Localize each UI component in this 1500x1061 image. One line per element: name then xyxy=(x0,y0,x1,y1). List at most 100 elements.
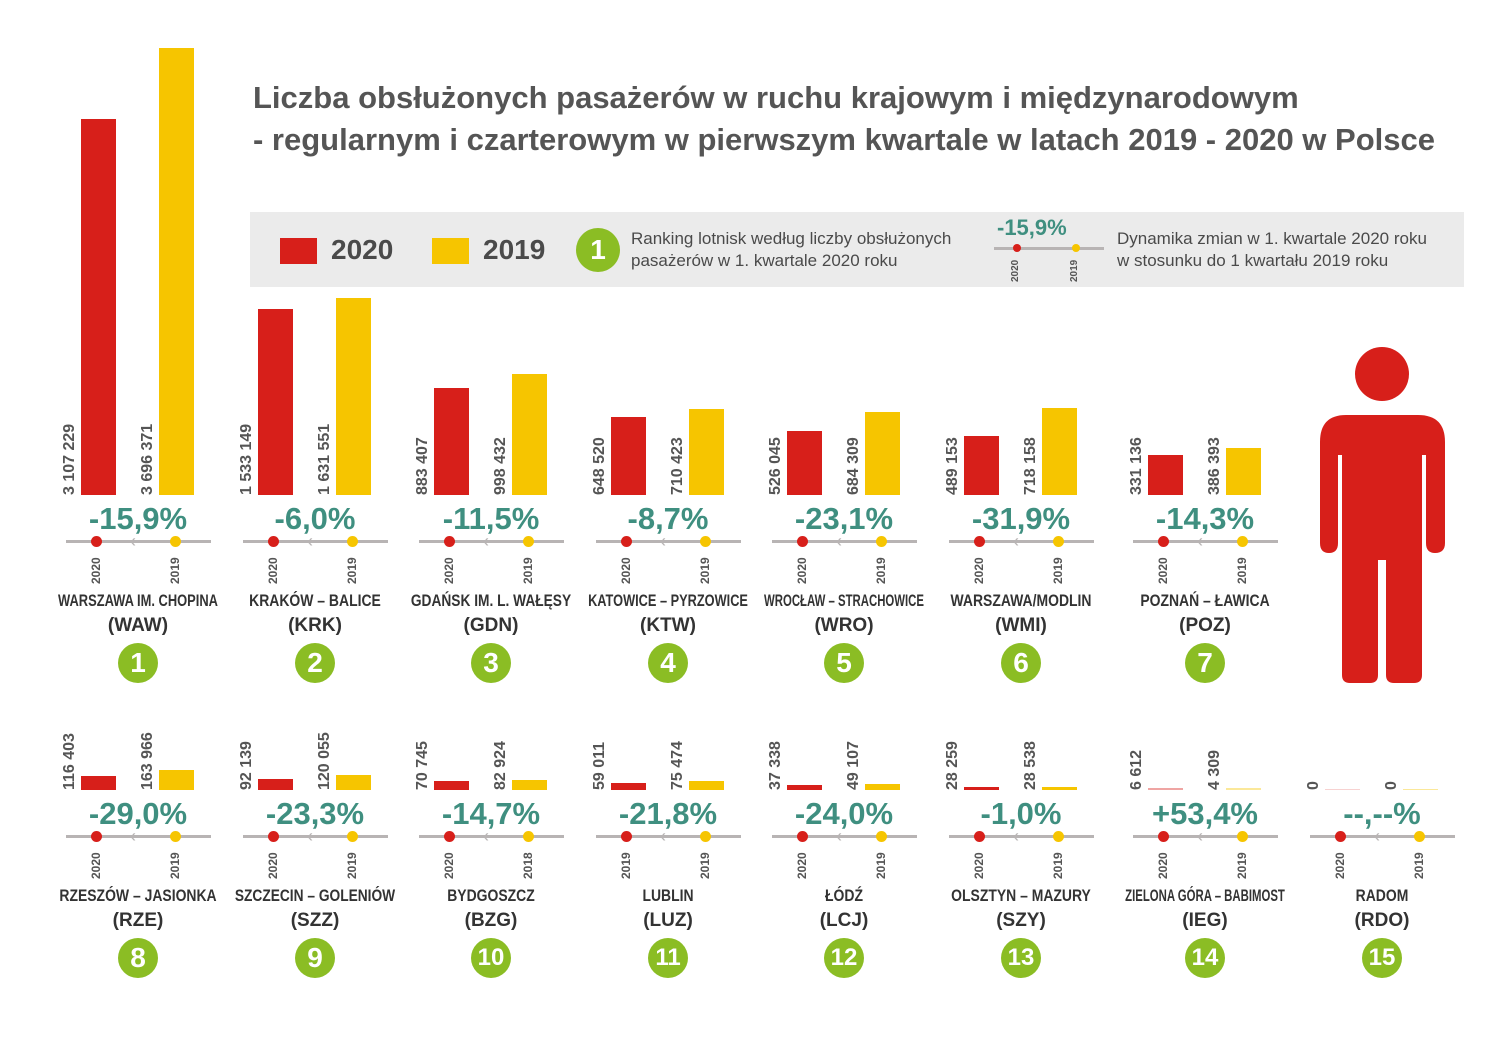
timeline-dot-2020 xyxy=(444,831,455,842)
arrow-left-icon: ‹ xyxy=(483,826,489,846)
change-percent: -24,0% xyxy=(794,796,894,831)
bar-2020 xyxy=(81,775,116,790)
bar-2019 xyxy=(336,297,371,495)
value-label-2019: 3 696 371 xyxy=(139,423,156,495)
airport-code: (BZG) xyxy=(464,910,518,931)
airport-name: LUBLIN xyxy=(642,886,694,905)
bar-2020 xyxy=(258,778,293,790)
timeline-year-right: 2019 xyxy=(1235,557,1249,584)
airport-code: (WRO) xyxy=(814,615,874,636)
airport-name: OLSZTYN – MAZURY xyxy=(951,886,1091,905)
timeline-year-right: 2018 xyxy=(521,852,535,879)
bar-2020 xyxy=(1148,454,1183,495)
timeline-dot-2020 xyxy=(621,831,632,842)
arrow-left-icon: ‹ xyxy=(130,531,136,551)
timeline-year-left: 2020 xyxy=(1156,557,1170,584)
timeline-year-right: 2019 xyxy=(168,557,182,584)
rank-badge: 15 xyxy=(1362,938,1402,978)
timeline-year-right: 2019 xyxy=(345,557,359,584)
change-percent: -15,9% xyxy=(88,501,188,536)
timeline-year-right: 2019 xyxy=(1051,852,1065,879)
legend-label-2019: 2019 xyxy=(483,234,546,265)
timeline xyxy=(772,540,917,543)
change-percent: -14,3% xyxy=(1155,501,1255,536)
change-percent: -23,3% xyxy=(265,796,365,831)
timeline-dot-2020 xyxy=(268,831,279,842)
rank-badge: 12 xyxy=(824,938,864,978)
value-label-2019: 1 631 551 xyxy=(316,423,333,495)
value-label-2020: 116 403 xyxy=(61,733,78,790)
timeline-year-right: 2019 xyxy=(698,852,712,879)
timeline-dot-2019 xyxy=(170,536,181,547)
timeline-dot-2019 xyxy=(1414,831,1425,842)
timeline-year-left: 2019 xyxy=(619,852,633,879)
value-label-2020: 883 407 xyxy=(414,437,431,495)
timeline-dot-2019 xyxy=(523,831,534,842)
title-line-1: Liczba obsłużonych pasażerów w ruchu kra… xyxy=(253,80,1299,115)
timeline-dot-2019 xyxy=(347,536,358,547)
change-percent: -14,7% xyxy=(441,796,541,831)
value-label-2019: 710 423 xyxy=(669,437,686,495)
timeline-year-right: 2019 xyxy=(521,557,535,584)
airport-name: BYDGOSZCZ xyxy=(447,886,535,905)
change-percent: -6,0% xyxy=(274,501,356,536)
timeline xyxy=(419,540,564,543)
timeline-dot-2019 xyxy=(1053,831,1064,842)
legend-swatch-2019 xyxy=(432,238,469,264)
timeline-dot-2020 xyxy=(621,536,632,547)
bar-2020 xyxy=(434,781,469,790)
timeline xyxy=(949,540,1094,543)
timeline xyxy=(1133,540,1278,543)
rank-badge: 6 xyxy=(1001,643,1041,683)
bar-2019 xyxy=(1226,448,1261,495)
value-label-2020: 3 107 229 xyxy=(61,423,78,495)
timeline-dot-2020 xyxy=(797,831,808,842)
bar-2019 xyxy=(159,770,194,790)
rank-badge: 2 xyxy=(295,643,335,683)
bar-2019 xyxy=(1042,786,1077,790)
change-percent: -29,0% xyxy=(88,796,188,831)
value-label-2019: 998 432 xyxy=(492,437,509,495)
value-label-2019: 386 393 xyxy=(1206,437,1223,495)
legend-rank-text-1: Ranking lotnisk według liczby obsłużonyc… xyxy=(631,229,952,248)
timeline-year-left: 2020 xyxy=(619,557,633,584)
timeline-year-left: 2020 xyxy=(266,557,280,584)
bar-2019 xyxy=(865,412,900,495)
legend-rank-badge: 1 xyxy=(576,228,620,272)
arrow-left-icon: ‹ xyxy=(1197,531,1203,551)
timeline-dot-2020 xyxy=(1335,831,1346,842)
timeline-dot-2020 xyxy=(268,536,279,547)
airport-code: (WAW) xyxy=(107,615,169,636)
change-percent: -1,0% xyxy=(980,796,1062,831)
timeline-year-right: 2019 xyxy=(1235,852,1249,879)
arrow-left-icon: ‹ xyxy=(660,826,666,846)
airport-code: (RDO) xyxy=(1354,910,1410,931)
rank-badge: 14 xyxy=(1185,938,1225,978)
airport-code: (KRK) xyxy=(288,615,342,636)
airport-name: KATOWICE – PYRZOWICE xyxy=(588,591,748,610)
bar-2019 xyxy=(1403,789,1438,790)
arrow-left-icon: ‹ xyxy=(1013,826,1019,846)
rank-badge: 3 xyxy=(471,643,511,683)
timeline-year-left: 2020 xyxy=(795,557,809,584)
bar-2019 xyxy=(336,775,371,790)
bar-2019 xyxy=(1226,788,1261,790)
timeline-dot-2019 xyxy=(1053,536,1064,547)
arrow-left-icon: ‹ xyxy=(1197,826,1203,846)
timeline xyxy=(243,540,388,543)
timeline-dot-2020 xyxy=(797,536,808,547)
value-label-2019: 0 xyxy=(1383,781,1400,790)
timeline-year-right: 2019 xyxy=(1051,557,1065,584)
timeline-year-left: 2020 xyxy=(795,852,809,879)
bar-2019 xyxy=(512,374,547,495)
timeline-dot-2019 xyxy=(1237,536,1248,547)
value-label-2020: 489 153 xyxy=(944,437,961,495)
timeline-year-left: 2020 xyxy=(442,557,456,584)
arrow-left-icon: ‹ xyxy=(483,531,489,551)
timeline xyxy=(949,835,1094,838)
change-percent: -11,5% xyxy=(442,501,540,536)
rank-badge: 1 xyxy=(118,643,158,683)
value-label-2020: 28 259 xyxy=(944,741,961,790)
timeline-year-right: 2019 xyxy=(874,852,888,879)
title-line-2: - regularnym i czarterowym w pierwszym k… xyxy=(253,122,1435,157)
